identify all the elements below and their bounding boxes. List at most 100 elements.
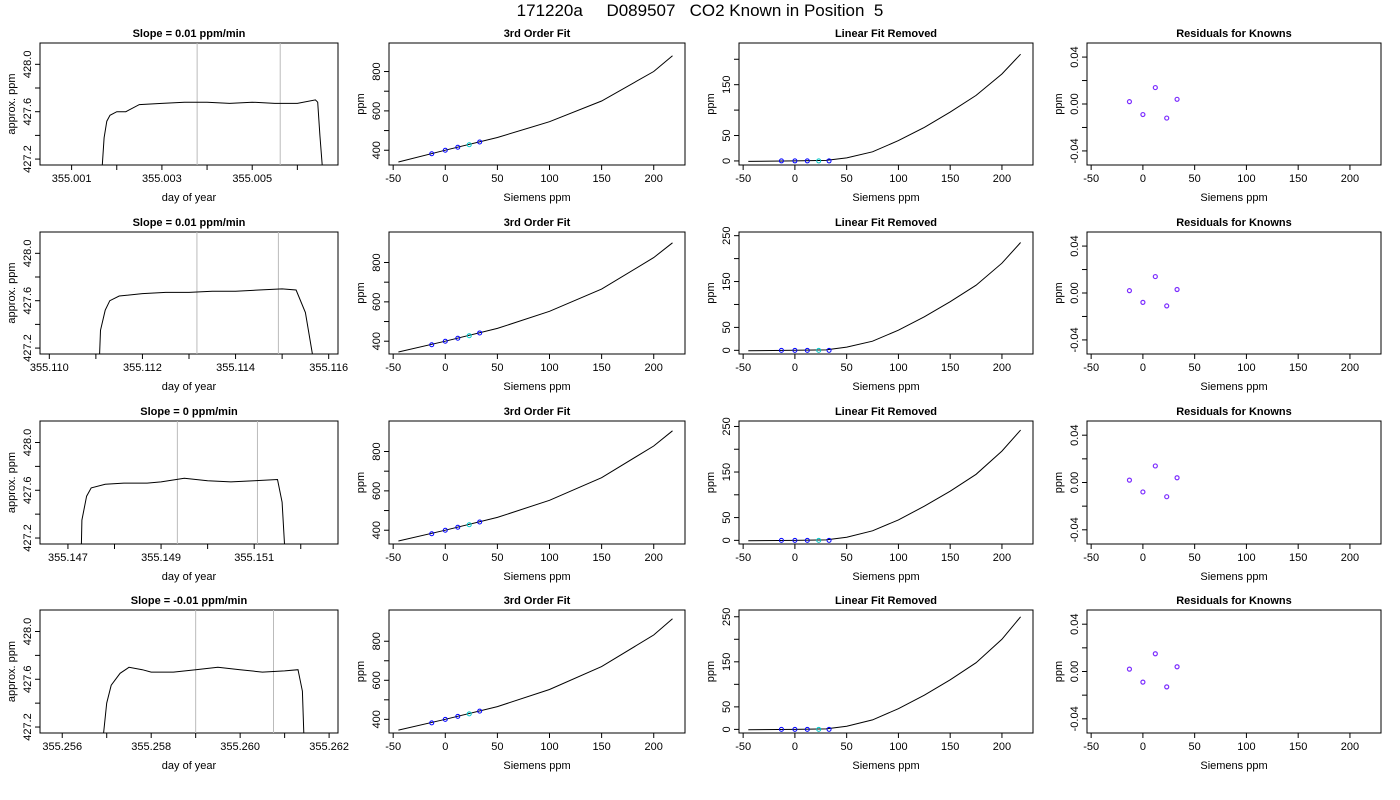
x-axis-label: Siemens ppm [852, 381, 919, 393]
y-tick-label: 427.6 [22, 98, 34, 126]
fit-curve [748, 53, 1021, 162]
plot-frame [39, 231, 339, 355]
x-tick-label: 100 [1237, 173, 1255, 185]
x-tick-label: 50 [1189, 362, 1201, 374]
known-point [816, 347, 822, 353]
x-tick-label: 50 [1189, 741, 1201, 753]
y-tick-label: 428.0 [22, 618, 34, 646]
y-tick-label: 0 [721, 537, 733, 543]
residual-point [1140, 489, 1146, 495]
residual-point [1152, 84, 1158, 91]
y-tick-label: 600 [371, 102, 383, 120]
x-tick-label: 355.151 [234, 552, 274, 564]
x-tick-label: 355.256 [42, 741, 82, 753]
y-tick-label: 427.2 [22, 524, 34, 552]
y-tick-label: 50 [721, 701, 733, 713]
x-tick-label: 355.112 [123, 362, 162, 374]
x-tick-label: 200 [645, 552, 663, 564]
known-point [477, 708, 483, 714]
x-tick-label: 50 [841, 741, 853, 753]
known-point [477, 330, 483, 336]
residual-point [1152, 463, 1158, 469]
known-point [826, 726, 832, 732]
plot-frame [39, 42, 339, 166]
known-point [804, 158, 810, 164]
x-tick-label: 150 [1289, 362, 1307, 374]
plot-data [398, 618, 673, 731]
residual-point [1164, 115, 1170, 121]
known-point [804, 347, 810, 353]
x-tick-label: 50 [841, 173, 853, 185]
y-tick-label: 150 [721, 272, 733, 290]
x-axis-label: day of year [162, 571, 217, 583]
x-tick-label: 355.260 [220, 741, 260, 753]
panel-title: Slope = 0.01 ppm/min [133, 217, 246, 229]
x-tick-label: 150 [1289, 173, 1307, 185]
y-axis-label: approx. ppm [6, 262, 18, 323]
plot-frame [388, 420, 686, 545]
known-point [466, 522, 472, 528]
y-tick-label: 150 [721, 463, 733, 481]
x-tick-label: 50 [491, 362, 503, 374]
x-tick-label: 200 [1341, 362, 1359, 374]
x-tick-label: 0 [442, 362, 448, 374]
x-tick-label: -50 [385, 741, 401, 753]
y-tick-label: 400 [371, 710, 383, 728]
x-tick-label: 200 [645, 741, 663, 753]
known-point [778, 726, 784, 732]
x-tick-label: -50 [385, 552, 401, 564]
residual-point [1140, 299, 1146, 305]
y-tick-label: 150 [721, 76, 733, 94]
fit-curve [398, 618, 673, 731]
x-tick-label: 150 [1289, 552, 1307, 564]
plot-data [101, 43, 323, 165]
x-tick-label: 355.258 [131, 741, 171, 753]
x-tick-label: 50 [491, 741, 503, 753]
x-axis-label: Siemens ppm [852, 192, 919, 204]
x-tick-label: 100 [540, 362, 558, 374]
x-tick-label: 100 [889, 173, 907, 185]
known-point [792, 537, 798, 543]
panel-title: 3rd Order Fit [504, 406, 571, 418]
x-tick-label: 355.149 [141, 552, 181, 564]
known-point [826, 158, 832, 164]
x-tick-label: 0 [442, 552, 448, 564]
panel-title: Linear Fit Removed [835, 217, 937, 229]
y-tick-label: 0.04 [1069, 424, 1081, 445]
residual-point [1126, 477, 1133, 483]
y-axis-label: ppm [1053, 93, 1065, 114]
residual-point [1164, 494, 1170, 500]
y-tick-label: 50 [721, 321, 733, 333]
x-tick-label: 200 [645, 362, 663, 374]
plot-frame [39, 420, 339, 545]
y-tick-label: 400 [371, 332, 383, 350]
residual-point [1164, 303, 1170, 309]
residual-point [1152, 651, 1158, 657]
fit-curve [398, 430, 673, 542]
panel-title: Linear Fit Removed [835, 595, 937, 607]
y-axis-label: ppm [1053, 472, 1065, 493]
y-tick-label: -0.04 [1069, 706, 1081, 731]
linear-panel: Linear Fit Removed -50 0 50 100 150 200 0 50 150 2… [705, 406, 1034, 583]
known-point [455, 713, 461, 719]
x-tick-label: 200 [1341, 552, 1359, 564]
x-tick-label: -50 [1083, 362, 1099, 374]
known-point [826, 537, 832, 543]
x-tick-label: 50 [1189, 552, 1201, 564]
x-tick-label: 200 [993, 362, 1011, 374]
linear-panel: Linear Fit Removed -50 0 50 100 150 200 0 50 150 S… [705, 28, 1034, 204]
x-tick-label: -50 [1083, 552, 1099, 564]
x-axis-label: day of year [162, 760, 217, 772]
plot-data [398, 242, 673, 353]
known-point [826, 347, 832, 353]
x-tick-label: 50 [491, 552, 503, 564]
figure-title: 171220a D089507 CO2 Known in Position 5 [516, 1, 884, 20]
x-axis-label: Siemens ppm [1200, 192, 1267, 204]
residual-point [1140, 111, 1146, 118]
known-point [429, 720, 435, 726]
panel-title: Linear Fit Removed [835, 28, 937, 40]
x-tick-label: 200 [993, 741, 1011, 753]
plot-data [1126, 273, 1180, 309]
x-tick-label: 150 [941, 552, 959, 564]
y-tick-label: -0.04 [1069, 517, 1081, 542]
